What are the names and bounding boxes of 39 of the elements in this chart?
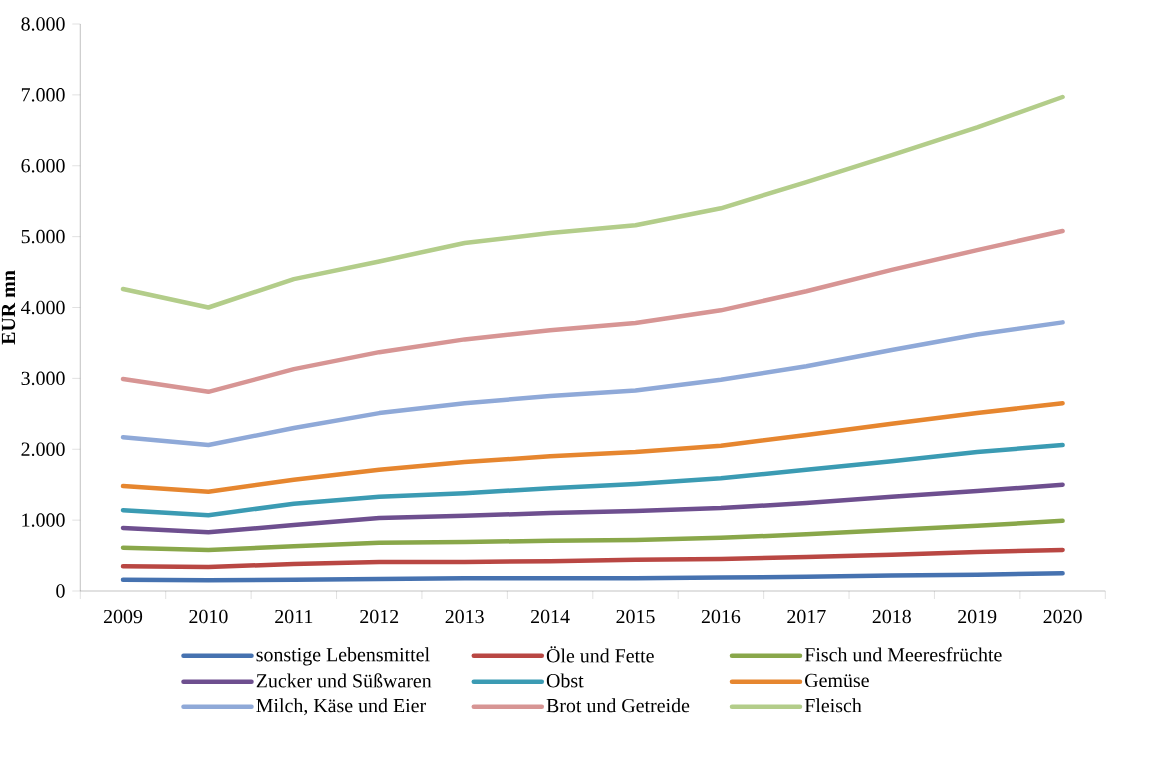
line-series (120, 547, 1065, 570)
y-tick-label: 5.000 (21, 229, 65, 244)
line-series (120, 94, 1065, 310)
legend-label: Zucker und Süßwaren (256, 673, 432, 688)
line-series (120, 518, 1065, 553)
line-series (120, 320, 1065, 448)
x-tick-label: 2009 (103, 609, 143, 624)
y-tick-label: 8.000 (21, 17, 65, 31)
y-axis-title: EUR mn (1, 270, 16, 345)
legend-label: sonstige Lebensmittel (256, 647, 430, 666)
legend-label: Milch, Käse und Eier (256, 698, 426, 716)
y-tick-label: 0 (56, 584, 65, 598)
legend-label: Brot und Getreide (546, 698, 690, 713)
y-tick-label: 4.000 (21, 300, 65, 315)
legend-label: Gemüse (805, 673, 869, 688)
legend-label: Öle und Fette (546, 646, 654, 663)
x-tick-label: 2013 (445, 609, 484, 624)
legend-label: Fisch und Meeresfrüchte (804, 647, 1002, 662)
x-tick-label: 2012 (360, 609, 399, 624)
x-tick-label: 2019 (958, 609, 997, 624)
y-tick-label: 7.000 (21, 88, 65, 102)
x-tick-label: 2017 (787, 609, 826, 624)
y-tick-label: 2.000 (21, 442, 65, 457)
legend-label: Fleisch (804, 698, 862, 713)
x-tick-label: 2018 (872, 609, 911, 624)
line-series (120, 482, 1065, 535)
line-series (120, 400, 1065, 495)
line-series (120, 228, 1065, 395)
x-tick-label: 2016 (701, 609, 741, 624)
y-tick-label: 1.000 (22, 513, 65, 527)
x-tick-label: 2011 (275, 609, 313, 624)
x-tick-label: 2014 (531, 609, 570, 624)
line-series (120, 442, 1065, 518)
x-tick-label: 2015 (616, 609, 655, 624)
y-tick-label: 6.000 (21, 158, 65, 173)
x-tick-label: 2010 (189, 609, 228, 624)
y-tick-label: 3.000 (21, 371, 65, 386)
x-tick-label: 2020 (1043, 609, 1082, 624)
legend-label: Obst (546, 673, 584, 688)
